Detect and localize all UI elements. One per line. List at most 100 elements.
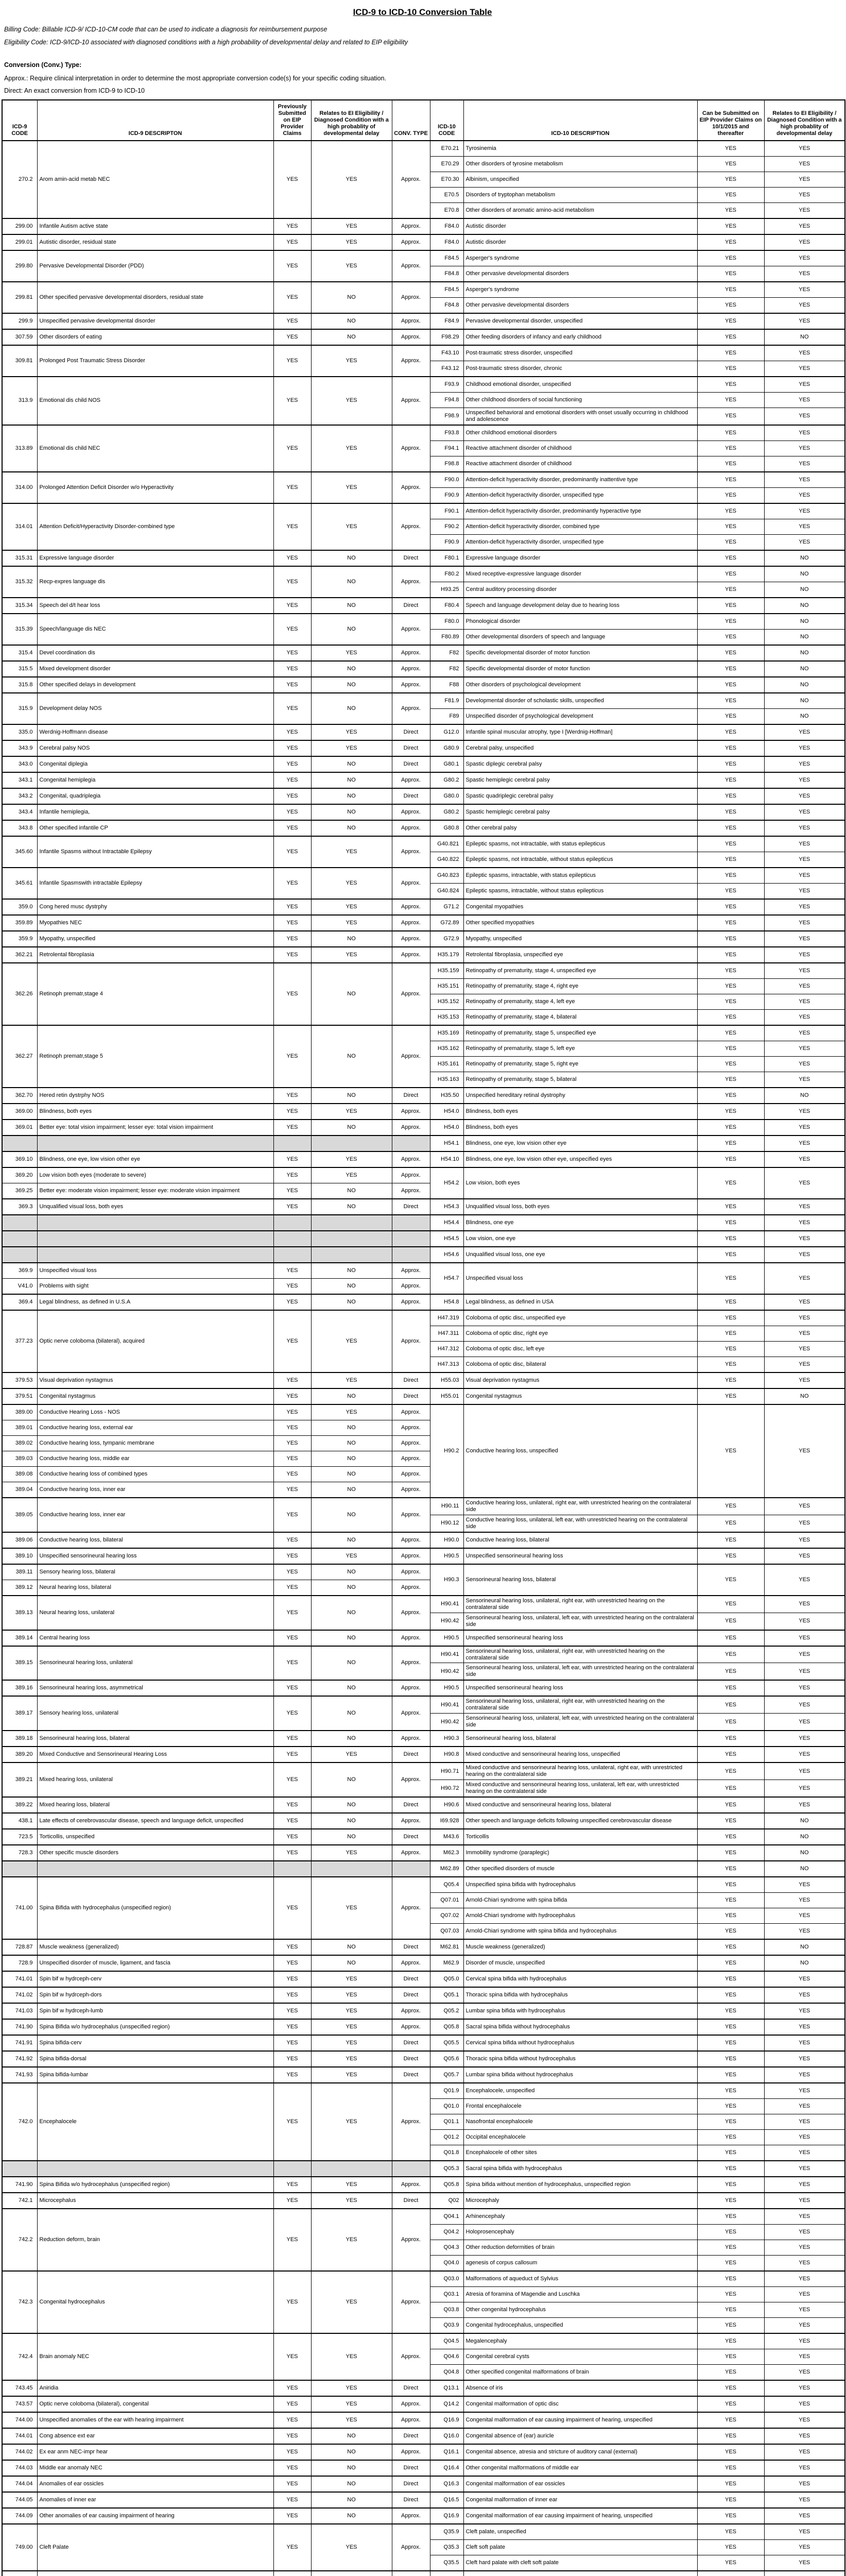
can-submit-cell[interactable]: YES bbox=[697, 2412, 765, 2429]
can-submit-cell[interactable]: YES bbox=[697, 2333, 765, 2350]
icd10-code-cell[interactable]: G80.9 bbox=[429, 739, 464, 757]
ei-eligibility10-cell[interactable]: YES bbox=[764, 835, 845, 852]
icd9-code-cell[interactable]: 315.39 bbox=[2, 613, 38, 646]
icd9-desc-cell[interactable]: Spina Bifida w/o hydrocephalus (unspecif… bbox=[37, 2019, 274, 2036]
can-submit-cell[interactable]: YES bbox=[697, 2003, 765, 2020]
prev-submitted-cell[interactable]: YES bbox=[273, 2476, 312, 2493]
icd10-code-cell[interactable]: Q03.9 bbox=[429, 2317, 464, 2334]
icd10-code-cell[interactable]: H90.0 bbox=[429, 1531, 464, 1549]
icd10-desc-cell[interactable]: Central auditory processing disorder bbox=[463, 581, 698, 598]
icd10-desc-cell[interactable]: Unspecified hereditary retinal dystrophy bbox=[463, 1087, 698, 1104]
icd9-code-cell[interactable]: 744.00 bbox=[2, 2412, 38, 2429]
icd9-code-cell[interactable]: 728.9 bbox=[2, 1955, 38, 1972]
prev-submitted-cell[interactable]: YES bbox=[273, 771, 312, 789]
icd10-code-cell[interactable]: Q03.0 bbox=[429, 2270, 464, 2287]
icd10-desc-cell[interactable]: Attention-deficit hyperactivity disorder… bbox=[463, 518, 698, 535]
icd10-desc-cell[interactable]: Sensorineural hearing loss, unilateral, … bbox=[463, 1595, 698, 1613]
ei-eligibility-cell[interactable]: YES bbox=[310, 344, 392, 377]
ei-eligibility10-cell[interactable]: NO bbox=[764, 692, 845, 709]
icd9-code-cell[interactable]: 389.20 bbox=[2, 1746, 38, 1763]
icd10-code-cell[interactable]: F84.5 bbox=[429, 281, 464, 298]
conv-type-cell[interactable]: Approx. bbox=[391, 1876, 430, 1940]
icd10-desc-cell[interactable]: Retinopathy of prematurity, stage 4, lef… bbox=[463, 993, 698, 1010]
conv-type-cell[interactable]: Approx. bbox=[391, 771, 430, 789]
icd10-code-cell[interactable]: M62.89 bbox=[429, 1860, 464, 1877]
icd10-code-cell[interactable]: G72.89 bbox=[429, 914, 464, 931]
icd10-code-cell[interactable]: G71.2 bbox=[429, 898, 464, 916]
icd10-desc-cell[interactable]: Congenital absence, atresia and strictur… bbox=[463, 2444, 698, 2461]
icd9-desc-cell[interactable]: Prolonged Attention Deficit Disorder w/o… bbox=[37, 471, 274, 504]
prev-submitted-cell[interactable]: YES bbox=[273, 549, 312, 567]
prev-submitted-cell[interactable]: YES bbox=[273, 946, 312, 963]
ei-eligibility-cell[interactable]: NO bbox=[310, 2492, 392, 2509]
icd9-desc-cell[interactable]: Recp-expres language dis bbox=[37, 565, 274, 598]
conv-type-cell[interactable]: Approx. bbox=[391, 1730, 430, 1747]
icd10-desc-cell[interactable]: Arnold-Chiari syndrome with spina bifida bbox=[463, 1892, 698, 1909]
prev-submitted-cell[interactable]: YES bbox=[273, 676, 312, 693]
icd10-desc-cell[interactable]: Congenital malformation of ear causing i… bbox=[463, 2412, 698, 2429]
conv-type-cell[interactable]: Approx. bbox=[391, 2412, 430, 2429]
can-submit-cell[interactable]: YES bbox=[697, 2523, 765, 2540]
icd10-desc-cell[interactable]: Mixed conductive and sensorineural heari… bbox=[463, 1762, 698, 1781]
can-submit-cell[interactable]: YES bbox=[697, 2317, 765, 2334]
conv-type-cell[interactable]: Approx. bbox=[391, 1024, 430, 1088]
ei-eligibility10-cell[interactable]: NO bbox=[764, 328, 845, 346]
icd10-code-cell[interactable]: M62.9 bbox=[429, 1955, 464, 1972]
icd9-code-cell[interactable]: 307.59 bbox=[2, 328, 38, 346]
conv-type-cell[interactable]: Approx. bbox=[391, 1645, 430, 1681]
can-submit-cell[interactable]: YES bbox=[697, 1071, 765, 1088]
icd9-desc-cell[interactable]: Conductive hearing loss, bilateral bbox=[37, 1531, 274, 1549]
icd9-desc-cell[interactable]: Blindness, both eyes bbox=[37, 1103, 274, 1120]
prev-submitted-cell[interactable]: YES bbox=[273, 1150, 312, 1168]
can-submit-cell[interactable]: YES bbox=[697, 739, 765, 757]
can-submit-cell[interactable]: YES bbox=[697, 1696, 765, 1714]
prev-submitted-cell[interactable]: YES bbox=[273, 1645, 312, 1681]
prev-submitted-cell[interactable]: YES bbox=[273, 471, 312, 504]
can-submit-cell[interactable]: YES bbox=[697, 344, 765, 361]
icd9-desc-cell[interactable]: Conductive hearing loss, inner ear bbox=[37, 1481, 274, 1498]
prev-submitted-cell[interactable]: YES bbox=[273, 835, 312, 868]
icd10-code-cell[interactable]: Q16.5 bbox=[429, 2492, 464, 2509]
prev-submitted-cell[interactable]: YES bbox=[273, 819, 312, 837]
icd10-code-cell[interactable]: F84.0 bbox=[429, 233, 464, 251]
icd9-desc-cell[interactable]: Problems with sight bbox=[37, 1278, 274, 1295]
prev-submitted-cell[interactable]: YES bbox=[273, 1579, 312, 1596]
icd10-desc-cell[interactable]: Cleft palate, unspecified bbox=[463, 2570, 698, 2576]
can-submit-cell[interactable]: YES bbox=[697, 1230, 765, 1247]
ei-eligibility-cell[interactable]: NO bbox=[310, 1797, 392, 1814]
icd10-code-cell[interactable]: Q35.5 bbox=[429, 2555, 464, 2571]
icd10-desc-cell[interactable]: Autistic disorder bbox=[463, 217, 698, 235]
can-submit-cell[interactable]: YES bbox=[697, 914, 765, 931]
icd9-desc-cell[interactable]: Spina bifida-lumbar bbox=[37, 2066, 274, 2083]
icd10-code-cell[interactable]: Q05.8 bbox=[429, 2176, 464, 2193]
ei-eligibility10-cell[interactable]: YES bbox=[764, 1166, 845, 1199]
icd9-desc-cell[interactable]: Retinoph prematr,stage 5 bbox=[37, 1024, 274, 1088]
icd10-desc-cell[interactable]: Attention-deficit hyperactivity disorder… bbox=[463, 502, 698, 519]
prev-submitted-cell[interactable] bbox=[273, 1214, 312, 1231]
icd9-code-cell[interactable]: 369.4 bbox=[2, 1293, 38, 1311]
ei-eligibility-cell[interactable]: YES bbox=[310, 2523, 392, 2571]
ei-eligibility10-cell[interactable]: YES bbox=[764, 1746, 845, 1763]
icd9-desc-cell[interactable]: Cerebral palsy NOS bbox=[37, 739, 274, 757]
icd10-desc-cell[interactable]: Spina bifida without mention of hydrocep… bbox=[463, 2176, 698, 2193]
icd9-code-cell[interactable]: 343.4 bbox=[2, 803, 38, 821]
prev-submitted-cell[interactable]: YES bbox=[273, 2444, 312, 2461]
icd9-code-cell[interactable] bbox=[2, 1246, 38, 1263]
ei-eligibility10-cell[interactable]: YES bbox=[764, 2444, 845, 2461]
icd10-desc-cell[interactable]: Cleft palate, unspecified bbox=[463, 2523, 698, 2540]
ei-eligibility10-cell[interactable]: YES bbox=[764, 1547, 845, 1565]
prev-submitted-cell[interactable]: YES bbox=[273, 140, 312, 219]
ei-eligibility10-cell[interactable]: YES bbox=[764, 281, 845, 298]
conv-type-cell[interactable]: Direct bbox=[391, 1797, 430, 1814]
icd10-desc-cell[interactable]: Unspecified disorder of psychological de… bbox=[463, 708, 698, 725]
icd9-desc-cell[interactable]: Mixed hearing loss, unilateral bbox=[37, 1762, 274, 1798]
icd9-code-cell[interactable]: 742.1 bbox=[2, 2192, 38, 2209]
conv-type-cell[interactable]: Approx. bbox=[391, 312, 430, 330]
icd10-code-cell[interactable]: H90.5 bbox=[429, 1547, 464, 1565]
icd10-code-cell[interactable]: Q16.0 bbox=[429, 2428, 464, 2445]
can-submit-cell[interactable]: YES bbox=[697, 1812, 765, 1829]
can-submit-cell[interactable]: YES bbox=[697, 1730, 765, 1747]
can-submit-cell[interactable]: YES bbox=[697, 1325, 765, 1342]
conv-type-cell[interactable]: Approx. bbox=[391, 376, 430, 426]
icd10-code-cell[interactable]: H47.313 bbox=[429, 1356, 464, 1373]
